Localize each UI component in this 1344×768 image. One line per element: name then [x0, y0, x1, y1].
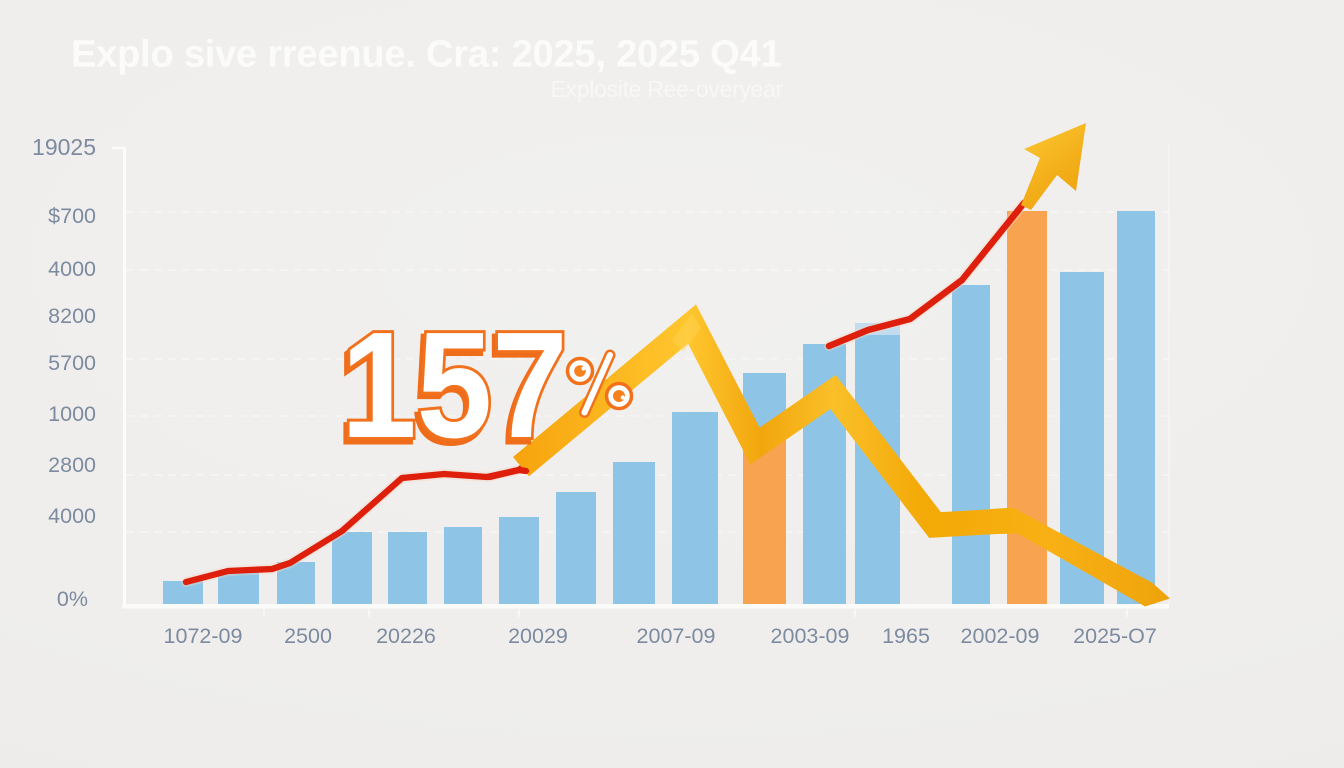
svg-text:Explosite Ree-overyear: Explosite Ree-overyear [551, 76, 784, 102]
svg-text:2500: 2500 [284, 624, 332, 648]
svg-text:0%: 0% [57, 587, 88, 611]
svg-text:2025-O7: 2025-O7 [1073, 624, 1157, 648]
svg-text:1000: 1000 [48, 402, 96, 426]
svg-text:4000: 4000 [48, 257, 96, 281]
svg-text:2002-09: 2002-09 [961, 624, 1040, 648]
svg-text:2800: 2800 [48, 453, 96, 477]
svg-text:Explo sive rreenue. Cra: 2025,: Explo sive rreenue. Cra: 2025, 2025 Q41 [71, 34, 781, 76]
svg-text:20226: 20226 [376, 624, 436, 648]
svg-text:$700: $700 [48, 204, 96, 228]
svg-text:5700: 5700 [48, 351, 96, 375]
svg-text:4000: 4000 [48, 504, 96, 528]
svg-text:1072-09: 1072-09 [164, 624, 243, 648]
svg-text:2007-09: 2007-09 [637, 624, 716, 648]
svg-text:1965: 1965 [882, 624, 930, 648]
svg-text:20029: 20029 [508, 624, 568, 648]
svg-text:157: 157 [341, 301, 568, 469]
svg-text:2003-09: 2003-09 [771, 624, 850, 648]
svg-text:8200: 8200 [48, 304, 96, 328]
svg-text:19025: 19025 [32, 134, 96, 160]
svg-text:157: 157 [338, 305, 565, 473]
